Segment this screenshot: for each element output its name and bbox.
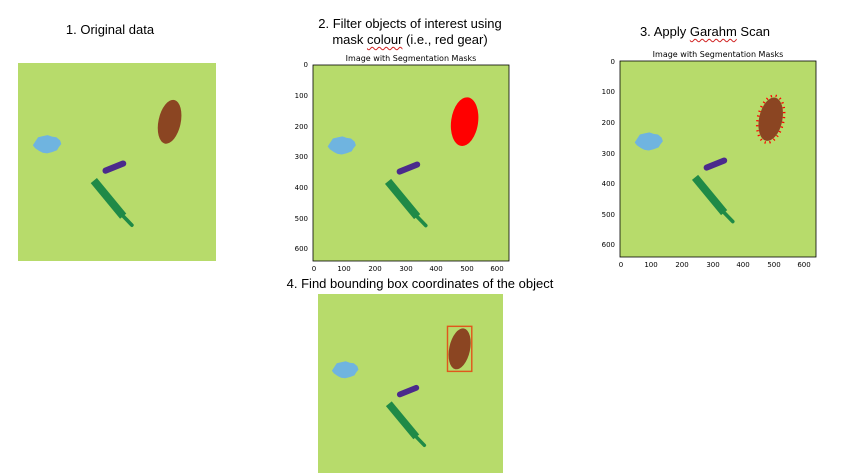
purple-tool	[102, 160, 127, 174]
svg-text:400: 400	[602, 180, 615, 188]
plot-title: Image with Segmentation Masks	[346, 54, 477, 63]
brown-gear	[157, 99, 182, 144]
svg-text:500: 500	[460, 265, 473, 273]
convex-hull	[755, 94, 786, 144]
step-2-label-line2: mask colour (i.e., red gear)	[332, 32, 488, 47]
blue-gear	[32, 135, 62, 154]
svg-text:500: 500	[767, 261, 780, 269]
background	[18, 63, 216, 261]
svg-text:100: 100	[644, 261, 657, 269]
svg-text:100: 100	[295, 92, 308, 100]
red-mask	[450, 97, 479, 147]
svg-text:300: 300	[602, 150, 615, 158]
svg-text:600: 600	[490, 265, 503, 273]
svg-text:300: 300	[295, 153, 308, 161]
svg-text:400: 400	[736, 261, 749, 269]
step-4-label: 4. Find bounding box coordinates of the …	[286, 276, 554, 291]
step-2-label: 2. Filter objects of interest using mask…	[300, 16, 520, 48]
y-axis-ticks: 0 100 200 300 400 500 600	[295, 61, 308, 253]
svg-text:300: 300	[399, 265, 412, 273]
svg-text:500: 500	[295, 215, 308, 223]
svg-text:400: 400	[429, 265, 442, 273]
svg-text:500: 500	[602, 211, 615, 219]
svg-text:200: 200	[295, 123, 308, 131]
svg-text:0: 0	[619, 261, 623, 269]
x-axis-ticks-2: 0 100 200 300 400 500 600	[619, 261, 811, 269]
svg-text:300: 300	[706, 261, 719, 269]
svg-text:600: 600	[797, 261, 810, 269]
x-axis-ticks: 0 100 200 300 400 500 600	[312, 265, 504, 273]
mask-plot: Image with Segmentation Masks 0 100 200 …	[295, 54, 510, 273]
bounding-box-image	[318, 294, 503, 473]
bounding-box	[446, 325, 473, 373]
svg-text:0: 0	[304, 61, 308, 69]
svg-text:200: 200	[602, 119, 615, 127]
svg-text:200: 200	[675, 261, 688, 269]
step-2-label-line1: 2. Filter objects of interest using	[318, 16, 502, 31]
svg-text:200: 200	[368, 265, 381, 273]
svg-text:100: 100	[337, 265, 350, 273]
svg-text:0: 0	[611, 58, 615, 66]
step-3-label: 3. Apply Garahm Scan	[639, 24, 771, 39]
svg-text:600: 600	[295, 245, 308, 253]
y-axis-ticks-2: 0 100 200 300 400 500 600	[602, 58, 615, 249]
svg-text:0: 0	[312, 265, 316, 273]
plot-title-2: Image with Segmentation Masks	[653, 50, 784, 59]
green-tool	[90, 178, 134, 227]
step-1-label: 1. Original data	[65, 22, 155, 37]
graham-scan-plot: Image with Segmentation Masks 0 100 200 …	[602, 50, 817, 269]
svg-text:100: 100	[602, 88, 615, 96]
original-image	[18, 63, 216, 261]
svg-text:600: 600	[602, 241, 615, 249]
svg-text:400: 400	[295, 184, 308, 192]
